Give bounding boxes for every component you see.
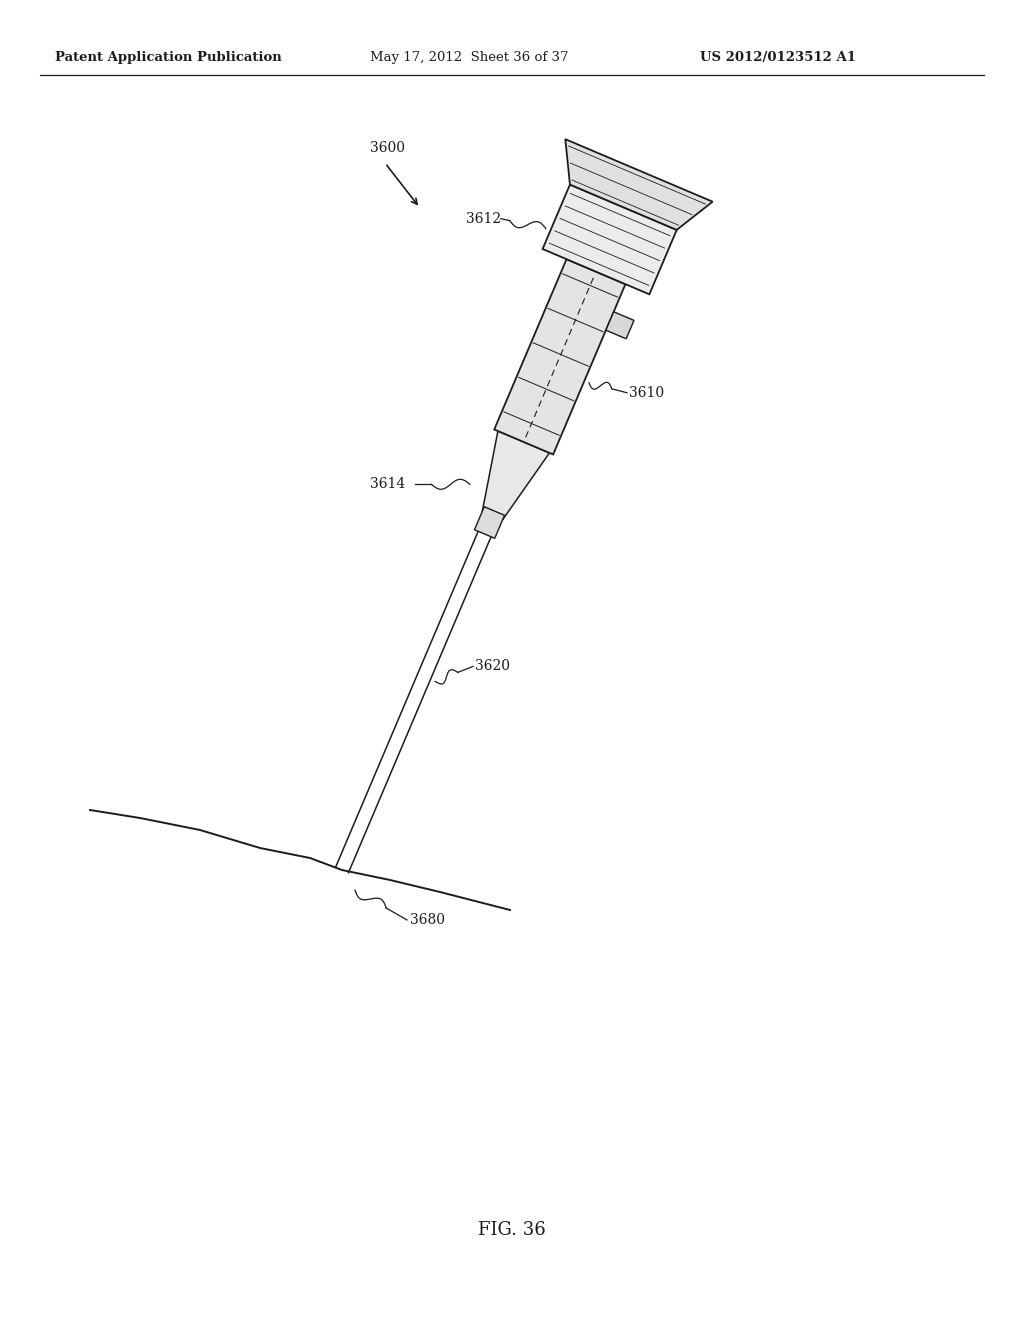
Text: 3612: 3612 (466, 211, 501, 226)
Text: US 2012/0123512 A1: US 2012/0123512 A1 (700, 51, 856, 65)
Text: May 17, 2012  Sheet 36 of 37: May 17, 2012 Sheet 36 of 37 (370, 51, 568, 65)
Polygon shape (606, 312, 634, 339)
Text: 3600: 3600 (370, 141, 406, 154)
Polygon shape (495, 259, 626, 454)
Text: 3610: 3610 (629, 385, 665, 400)
Text: Patent Application Publication: Patent Application Publication (55, 51, 282, 65)
Polygon shape (543, 185, 677, 294)
Polygon shape (482, 432, 550, 520)
Text: 3614: 3614 (370, 478, 406, 491)
Text: FIG. 36: FIG. 36 (478, 1221, 546, 1239)
Text: 3620: 3620 (475, 660, 510, 673)
Polygon shape (565, 139, 713, 230)
Text: 3680: 3680 (410, 913, 445, 927)
Polygon shape (474, 507, 505, 539)
